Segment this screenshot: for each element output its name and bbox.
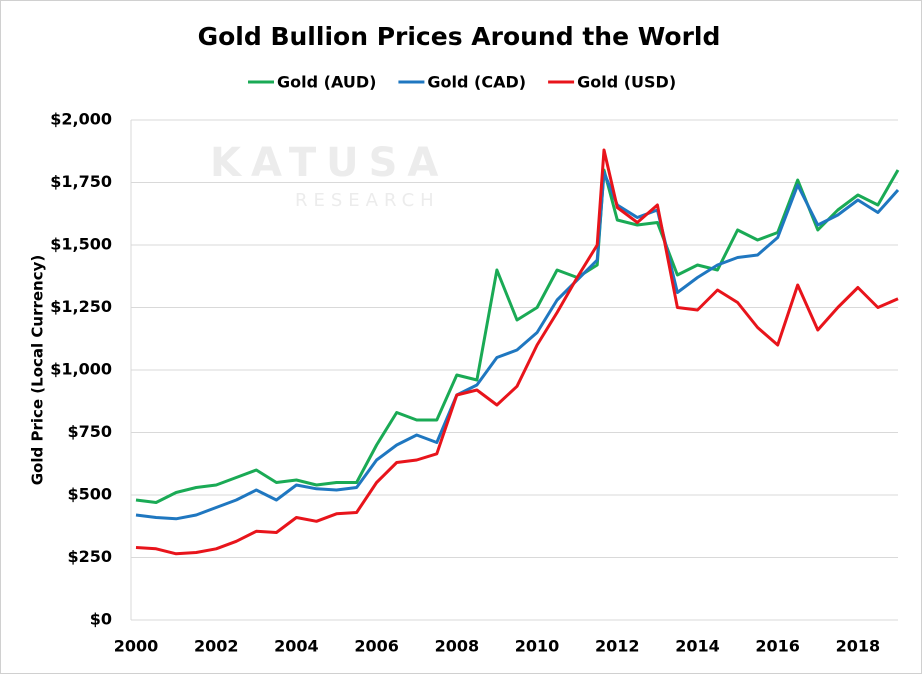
x-tick-label: 2000 — [114, 637, 159, 656]
x-tick-label: 2006 — [354, 637, 399, 656]
y-tick-label: $1,250 — [50, 297, 112, 316]
x-tick-label: 2018 — [836, 637, 881, 656]
x-tick-label: 2016 — [755, 637, 800, 656]
y-tick-label: $1,750 — [50, 172, 112, 191]
watermark: KATUSA — [210, 140, 448, 186]
y-tick-label: $1,500 — [50, 235, 112, 254]
y-axis-label: Gold Price (Local Currency) — [29, 255, 47, 486]
y-tick-label: $500 — [67, 485, 112, 504]
y-tick-label: $750 — [67, 422, 112, 441]
x-tick-label: 2010 — [515, 637, 560, 656]
chart-title: Gold Bullion Prices Around the World — [198, 22, 721, 51]
legend-label: Gold (AUD) — [277, 73, 376, 92]
legend-label: Gold (USD) — [577, 73, 676, 92]
x-tick-label: 2008 — [435, 637, 480, 656]
legend-label: Gold (CAD) — [427, 73, 526, 92]
series-line — [135, 171, 900, 521]
y-tick-label: $0 — [90, 610, 112, 629]
y-tick-label: $1,000 — [50, 360, 112, 379]
series-line — [135, 148, 899, 556]
x-tick-label: 2004 — [274, 637, 319, 656]
x-tick-label: 2002 — [194, 637, 239, 656]
x-tick-label: 2014 — [675, 637, 720, 656]
y-tick-label: $2,000 — [50, 110, 112, 129]
series-line — [135, 168, 900, 504]
y-tick-label: $250 — [67, 547, 112, 566]
x-tick-label: 2012 — [595, 637, 640, 656]
watermark: RESEARCH — [295, 190, 440, 211]
